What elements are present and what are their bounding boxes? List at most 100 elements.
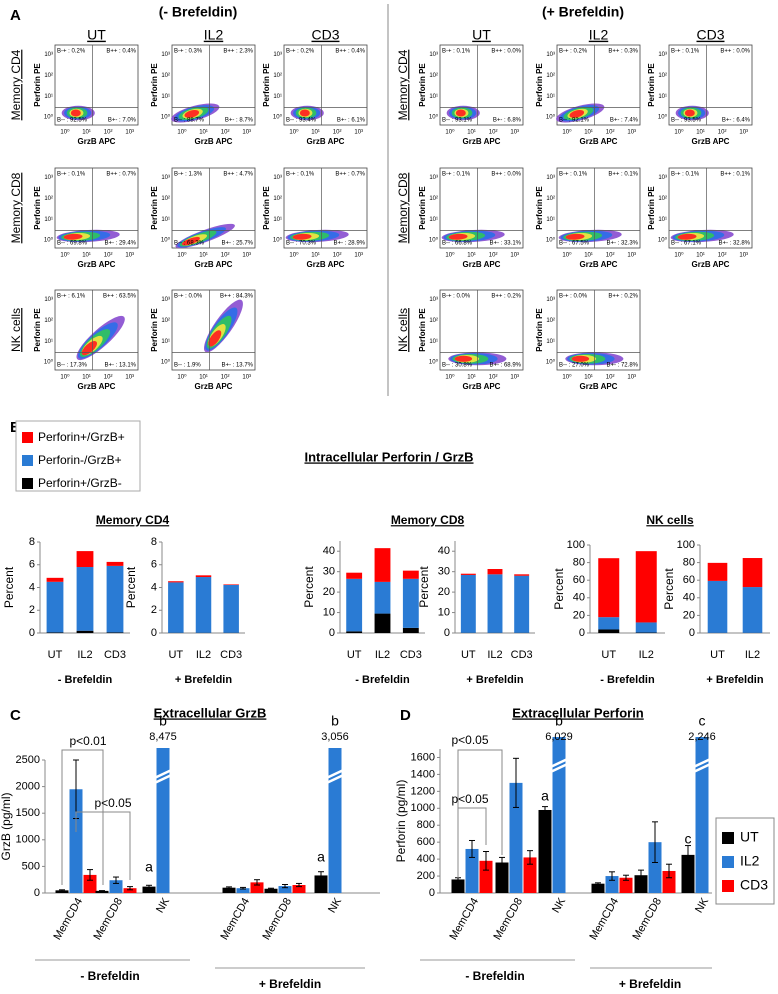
quadrant-label: B++ : 0.4% [335, 49, 365, 55]
x-tick-label: CD3 [511, 649, 533, 661]
y-tick-label: 10¹ [161, 94, 170, 100]
y-tick-label: 6 [151, 559, 157, 571]
y-tick-label: 40 [438, 545, 450, 557]
x-tick-label: 10³ [739, 130, 748, 136]
y-tick-label: 10² [546, 196, 555, 202]
y-tick-label: 10 [323, 606, 335, 618]
legend-box [15, 420, 141, 492]
x-tick-label: MemCD4 [447, 896, 481, 942]
x-axis-label: + Brefeldin [175, 674, 232, 686]
quadrant-label: B-+ : 1.3% [174, 172, 203, 178]
bar-segment [402, 578, 419, 628]
x-tick-label: 10⁰ [177, 129, 187, 136]
x-tick-label: 10³ [510, 130, 519, 136]
y-axis-label: Perforin PE [535, 308, 544, 352]
bar-segment [195, 577, 212, 633]
y-tick-label: 800 [417, 819, 435, 831]
y-tick-label: 100 [677, 539, 695, 551]
x-tick-label: 10⁰ [289, 252, 299, 259]
x-tick-label: IL2 [196, 649, 211, 661]
y-tick-label: 400 [417, 853, 435, 865]
y-tick-label: 10⁰ [546, 359, 556, 366]
bar [156, 748, 170, 893]
density-cloud [565, 352, 624, 366]
y-axis-label: Perforin PE [418, 63, 427, 107]
y-tick-label: 6 [29, 559, 35, 571]
legend-swatch [722, 832, 734, 844]
y-tick-label: 10⁰ [161, 237, 171, 244]
bar-segment [76, 567, 94, 631]
density-layer [299, 109, 310, 117]
bar [250, 882, 264, 893]
bar-segment [168, 581, 184, 583]
y-tick-label: 30 [323, 566, 335, 578]
quadrant-label: B-- : 67.5% [559, 241, 590, 247]
density-layer [455, 109, 466, 117]
quadrant-label: B+- : 32.8% [718, 241, 750, 247]
bar [328, 748, 342, 893]
annotation: b [331, 713, 339, 729]
bar-segment [514, 575, 530, 633]
quadrant-label: B++ : 0.1% [608, 172, 638, 178]
x-tick-label: 10¹ [467, 375, 476, 381]
x-axis-label: + Brefeldin [706, 674, 763, 686]
annotation: c [685, 831, 692, 847]
bar-segment [598, 558, 620, 618]
x-tick-label: 10² [606, 253, 615, 259]
bar [648, 842, 662, 893]
bar [142, 886, 156, 893]
x-tick-label: UT [48, 649, 63, 661]
bar [292, 885, 306, 893]
x-tick-label: 10² [221, 253, 230, 259]
x-tick-label: UT [461, 649, 476, 661]
bar [451, 879, 465, 893]
y-tick-label: 60 [573, 574, 585, 586]
y-tick-label: 10² [44, 196, 53, 202]
bar-segment [195, 575, 212, 578]
bar [55, 890, 69, 893]
quadrant-label: B-+ : 0.1% [559, 172, 588, 178]
bar [95, 890, 109, 893]
bar-segment [598, 629, 620, 633]
y-tick-label: 10¹ [273, 94, 282, 100]
bar-segment [635, 551, 657, 623]
bar [619, 877, 633, 893]
x-tick-label: 10⁰ [674, 252, 684, 259]
x-tick-label: 10² [104, 253, 113, 259]
chart-title: NK cells [646, 513, 694, 527]
x-tick-label: 10² [718, 130, 727, 136]
x-axis-label: GrzB APC [580, 382, 618, 391]
y-axis-label: Perforin PE [647, 63, 656, 107]
y-axis-label: Percent [124, 566, 138, 608]
quadrant-label: B-- : 17.3% [57, 363, 88, 369]
density-cloud [76, 315, 125, 361]
y-tick-label: 10 [438, 606, 450, 618]
x-tick-label: 10⁰ [60, 129, 70, 136]
y-tick-label: 10⁰ [658, 114, 668, 121]
bar-segment [106, 632, 124, 633]
y-tick-label: 10¹ [161, 339, 170, 345]
chart-title: Extracellular Perforin [512, 705, 644, 720]
y-axis-label: Perforin PE [262, 186, 271, 230]
x-tick-label: 10² [104, 375, 113, 381]
quadrant-label: B-- : 27.0% [559, 363, 590, 369]
y-tick-label: 10¹ [44, 339, 53, 345]
quadrant-label: B+- : 33.1% [489, 241, 521, 247]
x-tick-label: 10² [333, 253, 342, 259]
x-tick-label: 10¹ [696, 253, 705, 259]
bar-segment [106, 565, 124, 633]
density-layer [81, 341, 97, 356]
density-cloud [175, 223, 235, 249]
x-tick-label: 10³ [125, 253, 134, 259]
bar [222, 887, 236, 893]
x-tick-label: 10² [221, 375, 230, 381]
x-tick-label: 10¹ [696, 130, 705, 136]
x-tick-label: 10¹ [584, 253, 593, 259]
y-tick-label: 10³ [44, 175, 53, 181]
y-axis-label: Perforin PE [262, 63, 271, 107]
y-tick-label: 10² [161, 73, 170, 79]
quadrant-label: B-+ : 6.1% [57, 294, 86, 300]
bar [314, 875, 328, 893]
bar-segment [46, 632, 64, 633]
bar-segment [223, 584, 239, 633]
